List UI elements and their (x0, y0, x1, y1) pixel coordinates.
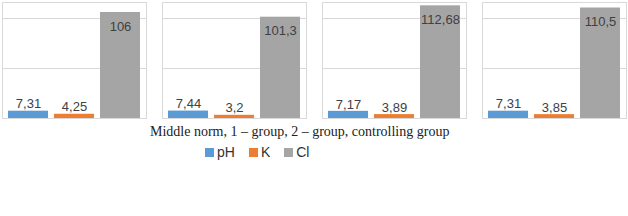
html-text:K: K (260, 144, 271, 160)
svg-text:7,31: 7,31 (496, 96, 521, 111)
svg-text:7,17: 7,17 (336, 96, 361, 111)
svg-text:112,68: 112,68 (421, 12, 460, 27)
svg-text:3,85: 3,85 (542, 100, 567, 115)
svg-text:3,89: 3,89 (382, 100, 407, 115)
svg-text:106: 106 (110, 19, 132, 34)
svg-text:3,2: 3,2 (225, 100, 243, 115)
html-text:Middle norm, 1 – group, 2 – gr: Middle norm, 1 – group, 2 – group, contr… (150, 124, 450, 139)
svg-text:7,44: 7,44 (176, 96, 201, 111)
svg-text:7,31: 7,31 (16, 96, 41, 111)
svg-text:110,5: 110,5 (585, 14, 617, 29)
html-text:pH: pH (217, 144, 235, 160)
svg-text:101,3: 101,3 (264, 23, 297, 38)
html-text:Cl: Cl (296, 144, 310, 160)
svg-text:4,25: 4,25 (62, 99, 87, 114)
